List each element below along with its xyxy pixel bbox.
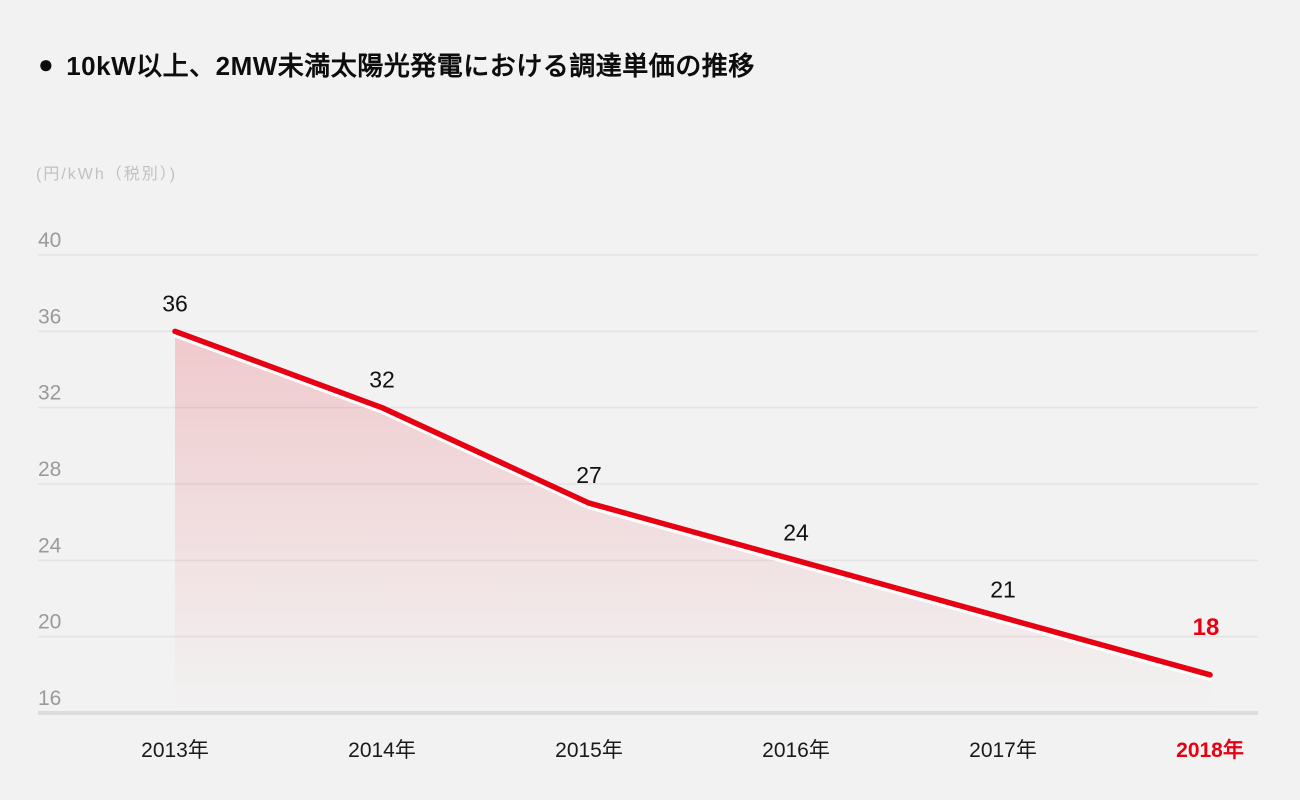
- data-label: 21: [990, 577, 1016, 603]
- x-axis-label: 2017年: [969, 739, 1037, 762]
- y-tick-label: 28: [38, 458, 61, 481]
- x-axis-label: 2013年: [141, 739, 209, 762]
- x-axis-label: 2014年: [348, 739, 416, 762]
- data-label: 24: [783, 519, 809, 545]
- y-axis-unit-label: (円/kWh（税別）): [36, 166, 178, 183]
- data-label: 32: [369, 367, 395, 393]
- x-axis-label: 2015年: [555, 739, 623, 762]
- y-tick-label: 16: [38, 687, 61, 710]
- area-fill: [175, 335, 1210, 710]
- series-line: [172, 328, 1213, 678]
- chart-title-text: 10kW以上、2MW未満太陽光発電における調達単価の推移: [66, 51, 755, 81]
- bullet-icon: ●: [38, 48, 55, 79]
- data-label: 27: [576, 462, 602, 488]
- data-label: 36: [162, 290, 188, 316]
- x-axis-label: 2016年: [762, 739, 830, 762]
- data-label: 18: [1193, 614, 1220, 641]
- y-tick-label: 24: [38, 534, 62, 557]
- x-axis-label: 2018年: [1176, 738, 1244, 762]
- y-tick-label: 32: [38, 382, 61, 405]
- line-white-edge: [173, 334, 1212, 681]
- chart-title: ● 10kW以上、2MW未満太陽光発電における調達単価の推移: [38, 46, 755, 83]
- y-tick-label: 40: [38, 229, 61, 252]
- y-tick-label: 36: [38, 305, 61, 328]
- y-tick-label: 20: [38, 611, 61, 634]
